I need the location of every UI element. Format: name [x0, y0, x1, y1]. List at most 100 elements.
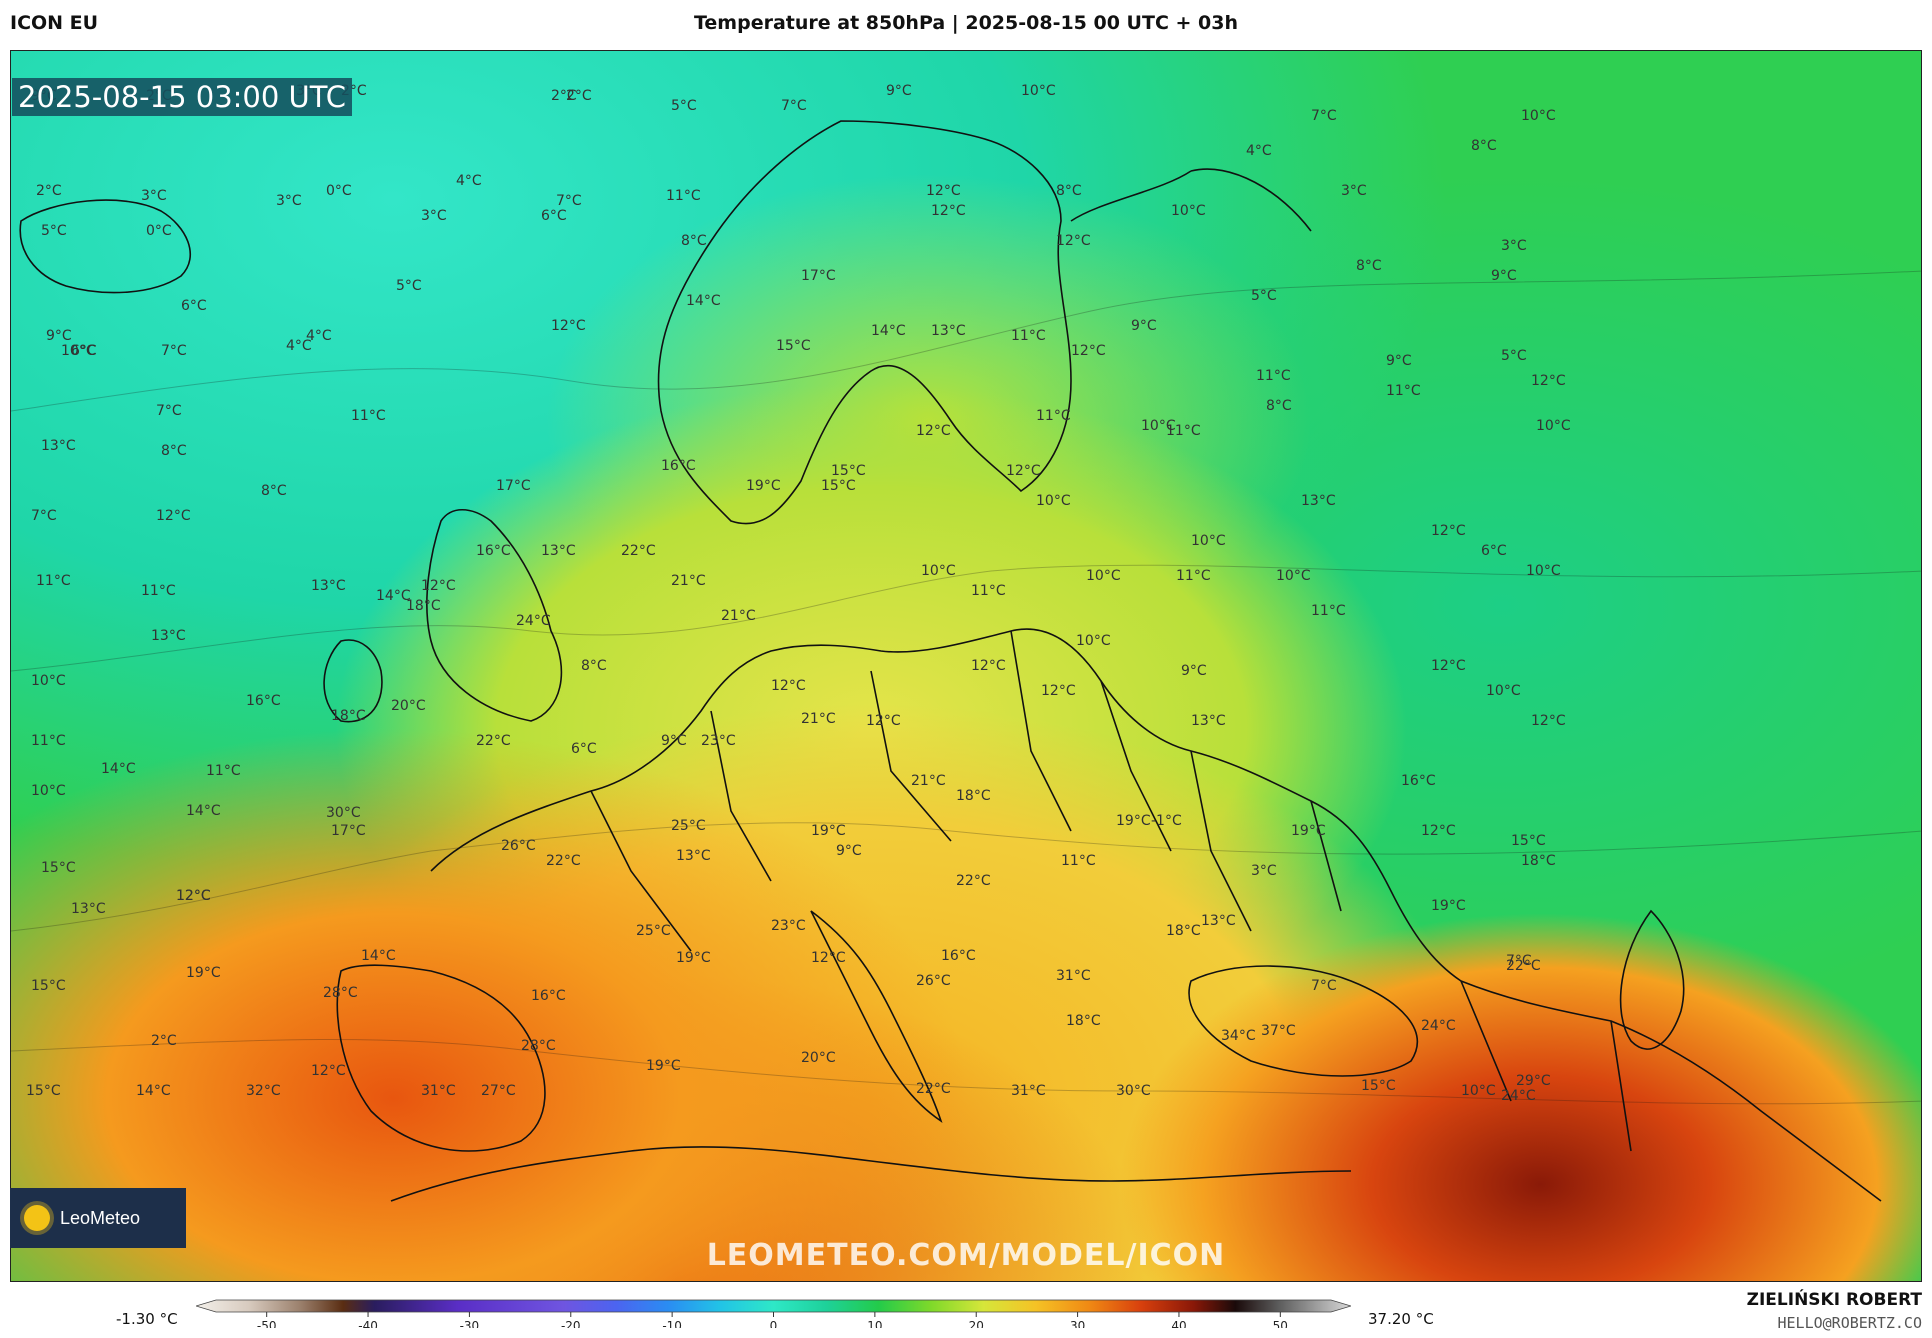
temperature-label: 9°C	[1181, 663, 1207, 679]
temperature-label: 29°C	[1516, 1073, 1551, 1089]
temperature-label: 19°C	[1431, 898, 1466, 914]
temperature-label: 6°C	[541, 208, 567, 224]
temperature-label: 12°C	[421, 578, 456, 594]
temperature-label: 9°C	[1491, 268, 1517, 284]
temperature-label: 8°C	[581, 658, 607, 674]
temperature-label: 4°C	[1246, 143, 1272, 159]
temperature-label: 10°C	[31, 783, 66, 799]
temperature-label: 11°C	[1166, 423, 1201, 439]
temperature-label: 11°C	[666, 188, 701, 204]
temperature-label: 30°C	[1116, 1083, 1151, 1099]
temperature-label: 5°C	[41, 223, 67, 239]
temperature-label: 7°C	[1311, 978, 1337, 994]
temperature-label: 14°C	[361, 948, 396, 964]
temperature-label: 10°C	[1076, 633, 1111, 649]
temperature-label: 17°C	[331, 823, 366, 839]
temperature-label: 11°C	[31, 733, 66, 749]
temperature-label: 11°C	[1061, 853, 1096, 869]
colorbar-tick-label: 30	[1070, 1319, 1085, 1328]
temperature-label: 12°C	[931, 203, 966, 219]
temperature-label: 20°C	[391, 698, 426, 714]
temperature-label: 14°C	[376, 588, 411, 604]
temperature-labels: 9°C2°C3°C2°C2°C2°C5°C7°C9°C10°C7°C10°C2°…	[26, 83, 1571, 1104]
temperature-label: 10°C	[921, 563, 956, 579]
temperature-label: 2°C	[151, 1033, 177, 1049]
temperature-label: 3°C	[276, 193, 302, 209]
temperature-label: 10°C	[1536, 418, 1571, 434]
temperature-label: 6°C	[571, 741, 597, 757]
temperature-label: 17°C	[496, 478, 531, 494]
temperature-label: 12°C	[1056, 233, 1091, 249]
temperature-label: 11°C	[36, 573, 71, 589]
temperature-label: 10°C	[1141, 418, 1176, 434]
temperature-label: 11°C	[1311, 603, 1346, 619]
temperature-label: 8°C	[1471, 138, 1497, 154]
temperature-label: 24°C	[1421, 1018, 1456, 1034]
temperature-label: 11°C	[1176, 568, 1211, 584]
temperature-label: 19°C	[746, 478, 781, 494]
temperature-label: 26°C	[501, 838, 536, 854]
temperature-label: 18°C	[331, 708, 366, 724]
temperature-label: 22°C	[546, 853, 581, 869]
temperature-label: 22°C	[621, 543, 656, 559]
temperature-label: 12°C	[916, 423, 951, 439]
temperature-label: 13°C	[71, 901, 106, 917]
temperature-label: 11°C	[206, 763, 241, 779]
temperature-label: 12°C	[311, 1063, 346, 1079]
temperature-label: 10°C	[61, 343, 96, 359]
temperature-label: 11°C	[1036, 408, 1071, 424]
temperature-label: 25°C	[671, 818, 706, 834]
temperature-label: 15°C	[1511, 833, 1546, 849]
temperature-label: 7°C	[781, 98, 807, 114]
temperature-label: 0°C	[326, 183, 352, 199]
temperature-label: 16°C	[246, 693, 281, 709]
temperature-label: 12°C	[971, 658, 1006, 674]
valid-time-badge: 2025-08-15 03:00 UTC	[12, 78, 353, 116]
temperature-label: 11°C	[1011, 328, 1046, 344]
temperature-label: 13°C	[931, 323, 966, 339]
page-title: Temperature at 850hPa | 2025-08-15 00 UT…	[693, 12, 1239, 34]
temperature-label: 21°C	[721, 608, 756, 624]
author-email[interactable]: HELLO@ROBERTZ.CO	[1777, 1314, 1923, 1332]
leometeo-logo[interactable]: LeoMeteo	[10, 1188, 186, 1248]
temperature-label: 11°C	[141, 583, 176, 599]
sun-icon	[24, 1205, 50, 1231]
temperature-label: 14°C	[186, 803, 221, 819]
temperature-label: 23°C	[771, 918, 806, 934]
temperature-label: 12°C	[926, 183, 961, 199]
temperature-label: 12°C	[1431, 523, 1466, 539]
temperature-label: 13°C	[151, 628, 186, 644]
temperature-label: 8°C	[1266, 398, 1292, 414]
temperature-label: 15°C	[776, 338, 811, 354]
colorbar-tick-label: -40	[358, 1319, 378, 1328]
temperature-label: 31°C	[1056, 968, 1091, 984]
temperature-label: 16°C	[1401, 773, 1436, 789]
temperature-label: 14°C	[871, 323, 906, 339]
temperature-label: 10°C	[1021, 83, 1056, 99]
temperature-label: 7°C	[156, 403, 182, 419]
temperature-label: 3°C	[1341, 183, 1367, 199]
colorbar-tick-label: -50	[257, 1319, 277, 1328]
temperature-label: 7°C	[31, 508, 57, 524]
model-label: ICON EU	[10, 12, 99, 34]
temperature-label: 12°C	[176, 888, 211, 904]
temperature-label: 8°C	[681, 233, 707, 249]
temperature-label: 8°C	[1056, 183, 1082, 199]
temperature-label: 8°C	[161, 443, 187, 459]
colorbar-tick-label: -20	[561, 1319, 581, 1328]
temperature-label: 13°C	[41, 438, 76, 454]
temperature-label: 14°C	[101, 761, 136, 777]
temperature-label: 10°C	[1526, 563, 1561, 579]
temperature-label: 9°C	[661, 733, 687, 749]
temperature-label: 20°C	[801, 1050, 836, 1066]
temperature-map[interactable]: 9°C2°C3°C2°C2°C2°C5°C7°C9°C10°C7°C10°C2°…	[10, 50, 1922, 1282]
temperature-label: 12°C	[1531, 373, 1566, 389]
temperature-label: 9°C	[46, 328, 72, 344]
temperature-label: 10°C	[1191, 533, 1226, 549]
temperature-label: -1°C	[1151, 813, 1182, 829]
temperature-label: 15°C	[31, 978, 66, 994]
temperature-label: 7°C	[1311, 108, 1337, 124]
temperature-label: 13°C	[676, 848, 711, 864]
temperature-label: 10°C	[1461, 1083, 1496, 1099]
temperature-label: 6°C	[1481, 543, 1507, 559]
